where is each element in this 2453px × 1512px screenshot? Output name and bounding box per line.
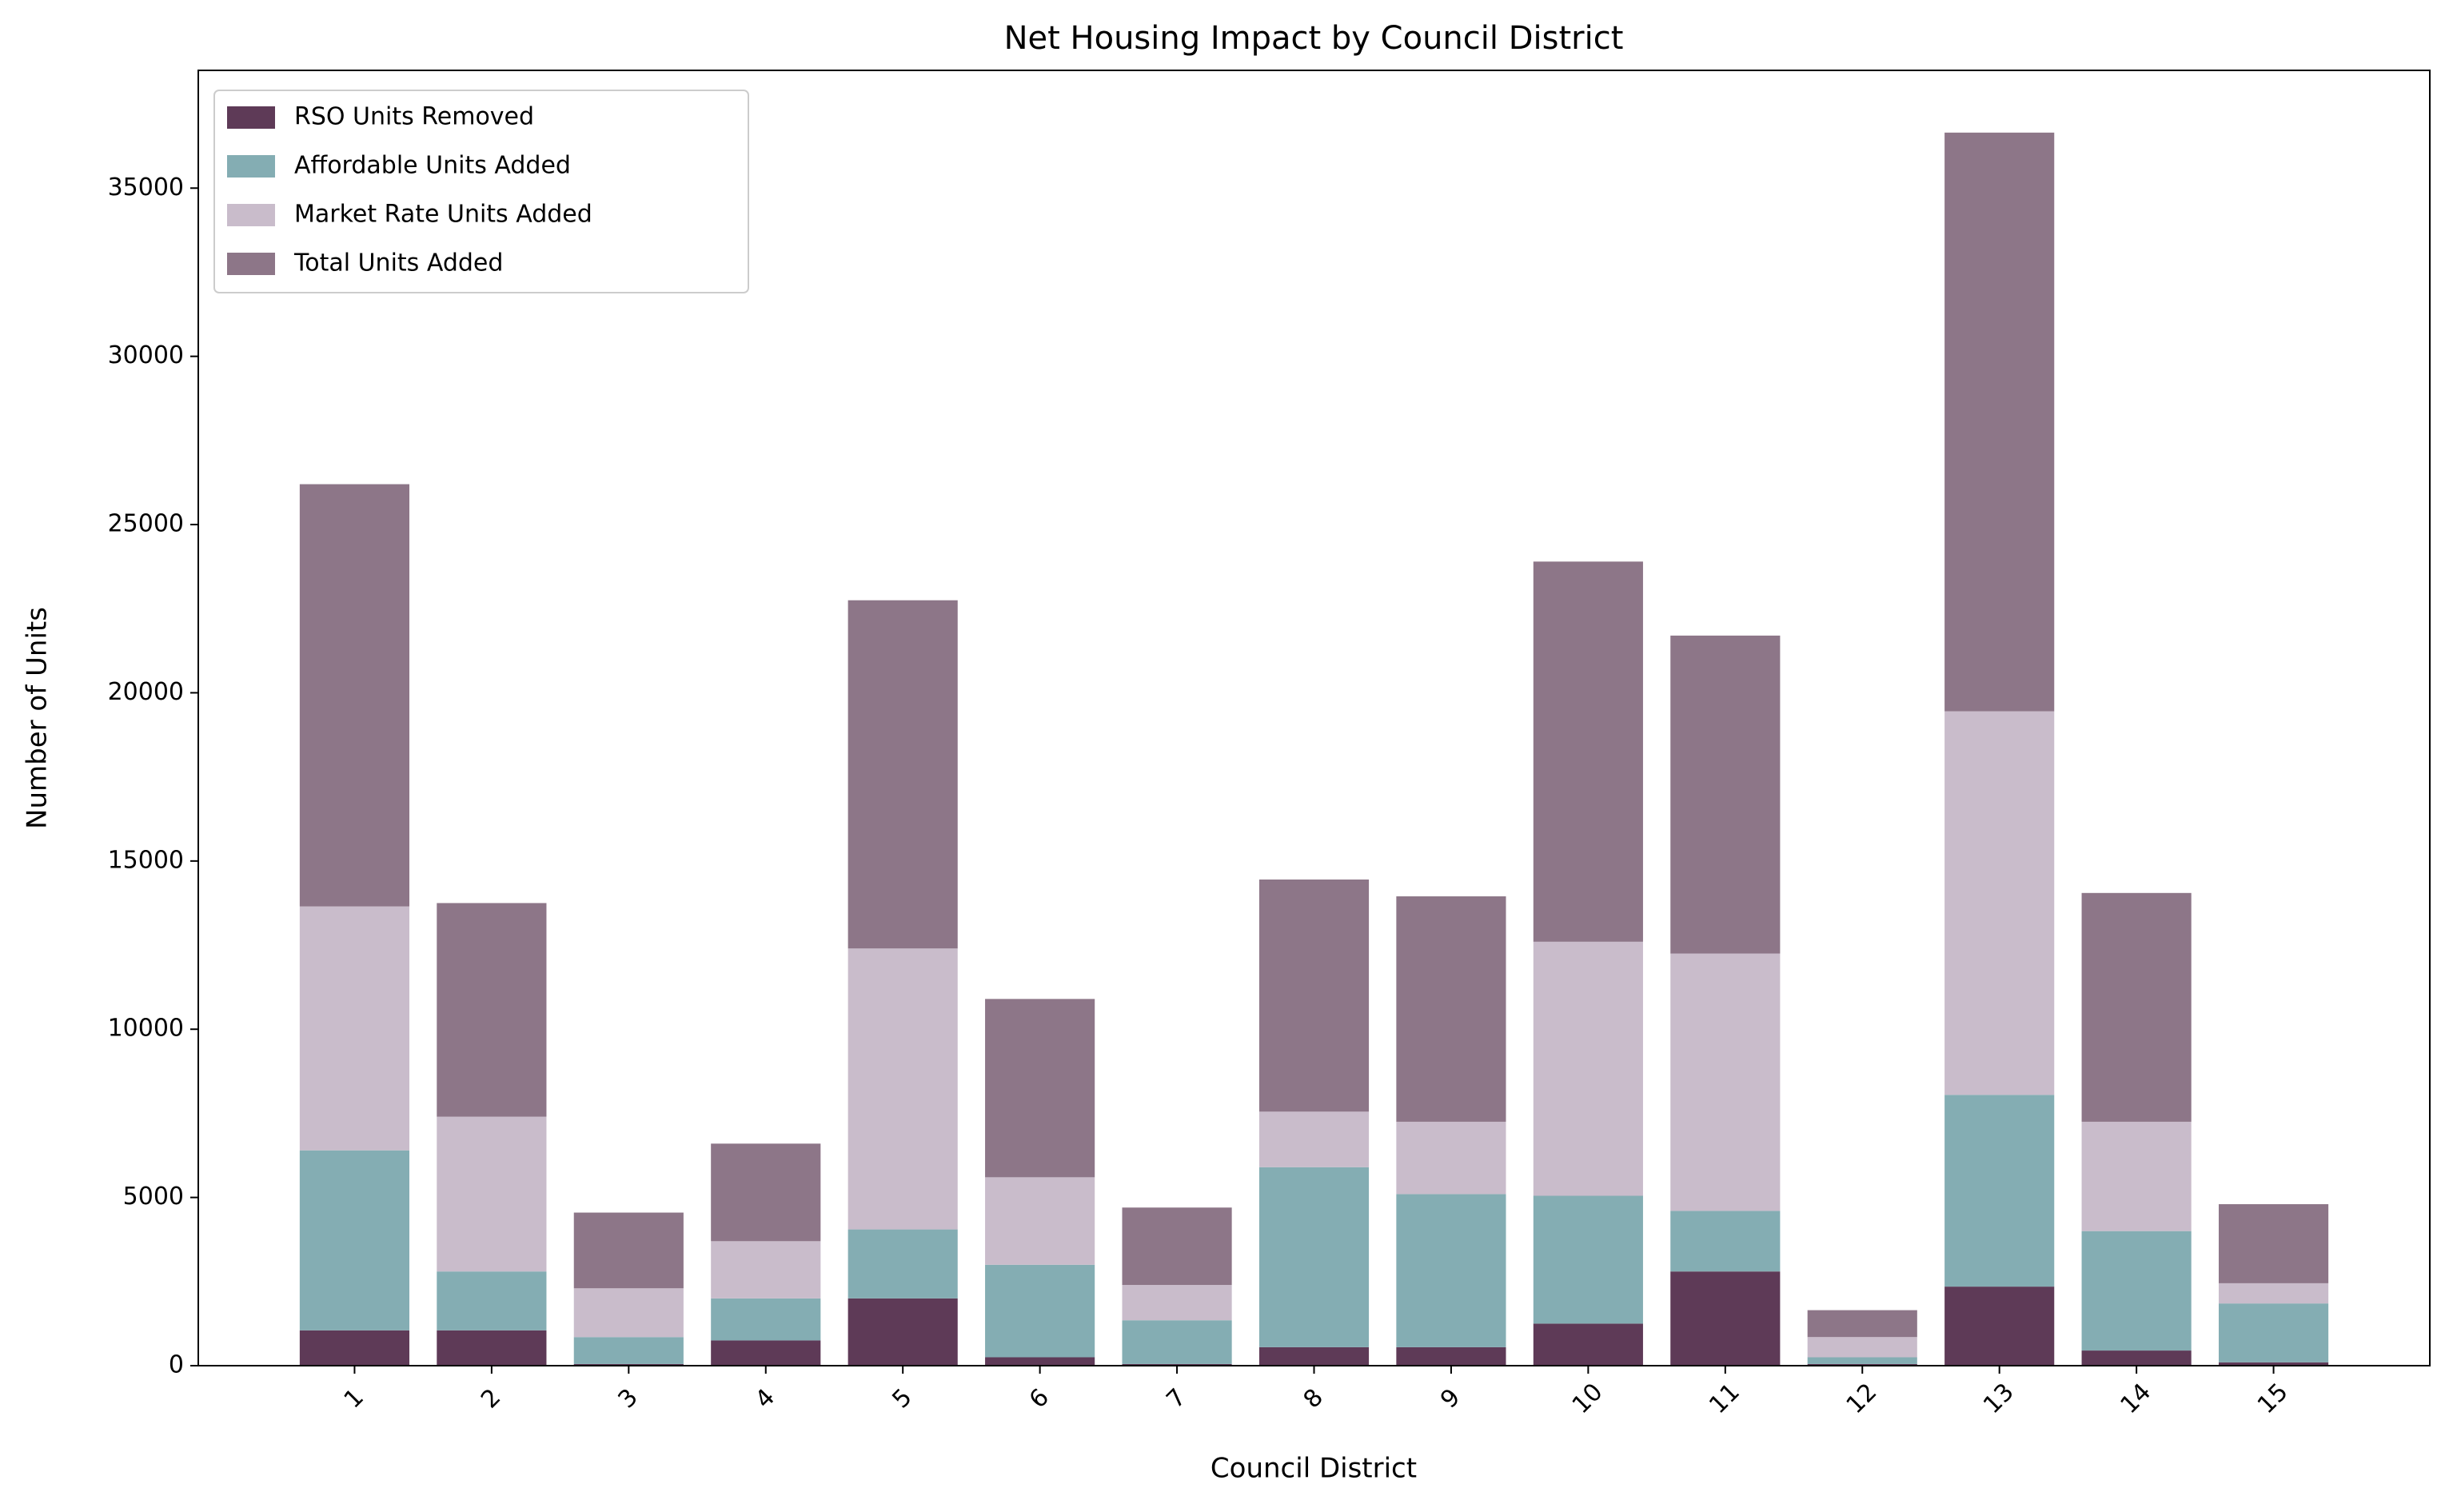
- x-tick-label: 4: [750, 1383, 780, 1414]
- x-tick-label: 6: [1024, 1383, 1055, 1414]
- bar-segment: [2218, 1283, 2329, 1304]
- bar-segment: [2218, 1303, 2329, 1362]
- bar-segment: [1944, 132, 2055, 712]
- y-tick-label: 35000: [108, 174, 184, 201]
- x-tick-label: 1: [339, 1383, 369, 1414]
- y-tick-label: 25000: [108, 510, 184, 538]
- bar-segment: [1670, 1271, 1781, 1366]
- bar-segment: [848, 1229, 958, 1299]
- bar-segment: [985, 1177, 1095, 1265]
- bar-segment: [2081, 1350, 2192, 1366]
- bar-segment: [299, 906, 410, 1151]
- legend-box: [213, 90, 749, 293]
- bar-segment: [1122, 1320, 1232, 1364]
- bar-segment: [2218, 1204, 2329, 1283]
- bar-segment: [1807, 1357, 1917, 1364]
- y-tick-label: 30000: [108, 341, 184, 369]
- bar-segment: [1396, 1194, 1506, 1347]
- bar-segment: [1670, 953, 1781, 1211]
- bar-segment: [437, 1116, 547, 1272]
- x-tick-label: 13: [1978, 1378, 2020, 1419]
- bar-segment: [1807, 1363, 1917, 1366]
- bar-segment: [299, 1330, 410, 1366]
- x-tick-label: 3: [612, 1383, 643, 1414]
- y-tick-label: 20000: [108, 678, 184, 706]
- y-axis-label: Number of Units: [22, 607, 54, 829]
- x-tick-label: 9: [1435, 1383, 1466, 1414]
- bar-segment: [1533, 941, 1643, 1196]
- bar-segment: [437, 1330, 547, 1366]
- bar-segment: [1944, 711, 2055, 1095]
- bar-segment: [848, 600, 958, 949]
- y-tick-label: 5000: [123, 1183, 184, 1211]
- y-tick-label: 0: [169, 1351, 184, 1379]
- bar-segment: [437, 1271, 547, 1330]
- x-tick-label: 5: [887, 1383, 917, 1414]
- bar-segment: [1944, 1287, 2055, 1366]
- bar-segment: [437, 903, 547, 1117]
- legend-swatch: [227, 106, 275, 129]
- bar-segment: [2081, 1121, 2192, 1231]
- bar-segment: [848, 948, 958, 1230]
- bar-segment: [985, 999, 1095, 1178]
- bar-segment: [1258, 879, 1370, 1112]
- bar-segment: [711, 1340, 821, 1366]
- bar-segment: [1533, 1323, 1643, 1366]
- bar-segment: [573, 1363, 684, 1366]
- x-axis-label: Council District: [1211, 1453, 1417, 1485]
- x-tick-label: 8: [1298, 1383, 1329, 1414]
- legend-swatch: [227, 204, 275, 226]
- x-tick-label: 15: [2252, 1378, 2294, 1419]
- bar-segment: [573, 1337, 684, 1364]
- bar-segment: [1670, 1211, 1781, 1272]
- legend-label: Market Rate Units Added: [294, 201, 592, 229]
- x-tick-label: 10: [1567, 1378, 1609, 1419]
- bar-segment: [299, 1150, 410, 1330]
- bar-segment: [1944, 1095, 2055, 1287]
- bar-segment: [985, 1264, 1095, 1358]
- bar-segment: [573, 1212, 684, 1289]
- bar-segment: [1258, 1111, 1370, 1167]
- chart-title: Net Housing Impact by Council District: [1004, 20, 1624, 57]
- bar-segment: [1122, 1285, 1232, 1321]
- bar-segment: [1670, 635, 1781, 954]
- bar-segment: [1533, 561, 1643, 942]
- bar-segment: [2081, 1231, 2192, 1351]
- bar-segment: [985, 1357, 1095, 1366]
- legend-swatch: [227, 253, 275, 275]
- bar-segment: [299, 484, 410, 907]
- bar-segment: [848, 1298, 958, 1366]
- bar-segment: [1396, 1121, 1506, 1195]
- bar-segment: [1533, 1195, 1643, 1324]
- bar-segment: [1807, 1310, 1917, 1338]
- legend-label: RSO Units Removed: [294, 103, 534, 131]
- legend-label: Total Units Added: [293, 249, 503, 277]
- bar-segment: [1122, 1363, 1232, 1366]
- x-tick-label: 11: [1704, 1378, 1745, 1419]
- y-tick-label: 15000: [108, 846, 184, 874]
- bar-segment: [1258, 1167, 1370, 1347]
- bar-segment: [711, 1241, 821, 1299]
- legend-swatch: [227, 155, 275, 178]
- bar-segment: [573, 1288, 684, 1338]
- y-tick-label: 10000: [108, 1015, 184, 1043]
- bar-segment: [711, 1143, 821, 1242]
- bar-segment: [1807, 1337, 1917, 1358]
- bar-segment: [1396, 896, 1506, 1122]
- bar-segment: [1258, 1346, 1370, 1366]
- bar-segment: [1396, 1346, 1506, 1366]
- bar-segment: [2081, 892, 2192, 1122]
- bar-segment: [711, 1298, 821, 1341]
- bar-segment: [1122, 1207, 1232, 1286]
- x-tick-label: 14: [2116, 1378, 2157, 1419]
- x-tick-label: 12: [1841, 1378, 1883, 1419]
- plot-frame: [197, 70, 2431, 1366]
- x-tick-label: 7: [1161, 1383, 1191, 1414]
- bar-segment: [2218, 1362, 2329, 1366]
- legend-label: Affordable Units Added: [294, 152, 571, 180]
- x-tick-label: 2: [476, 1383, 506, 1414]
